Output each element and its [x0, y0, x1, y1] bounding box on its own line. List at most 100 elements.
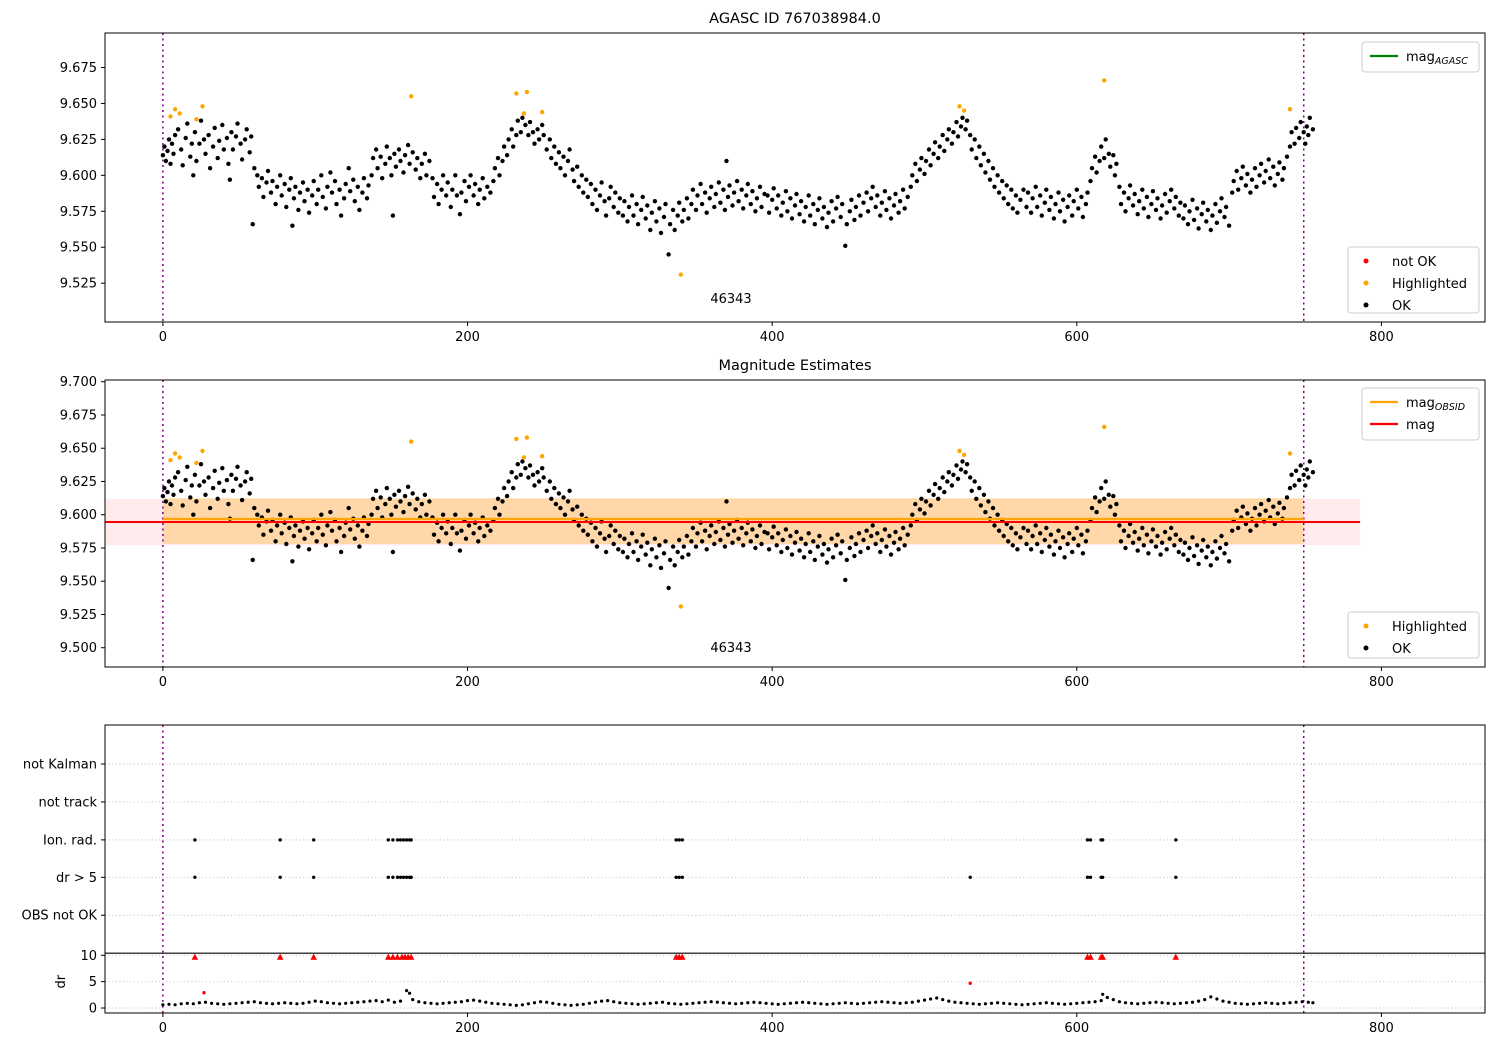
marker — [500, 499, 505, 504]
marker — [1154, 1000, 1158, 1004]
marker — [558, 505, 563, 511]
marker — [1293, 125, 1299, 131]
marker — [1258, 161, 1264, 166]
marker — [931, 492, 936, 497]
marker — [166, 479, 172, 484]
marker — [1038, 531, 1043, 536]
marker — [1240, 164, 1246, 169]
marker — [1006, 539, 1011, 544]
marker — [453, 173, 458, 178]
marker — [691, 1001, 695, 1005]
marker — [168, 161, 173, 166]
marker — [757, 184, 763, 189]
marker — [1263, 168, 1268, 174]
marker — [1009, 187, 1014, 192]
marker — [536, 137, 542, 142]
marker — [284, 204, 289, 210]
marker — [1048, 194, 1054, 200]
marker — [1239, 1002, 1243, 1006]
marker — [323, 543, 329, 548]
marker — [631, 213, 636, 218]
marker — [942, 489, 947, 495]
marker — [319, 512, 324, 517]
marker — [843, 1001, 847, 1005]
marker — [709, 184, 714, 189]
marker — [553, 161, 559, 166]
marker — [402, 153, 408, 158]
marker — [702, 190, 708, 195]
marker — [1304, 467, 1310, 472]
marker — [658, 565, 664, 571]
marker — [835, 194, 840, 200]
marker — [597, 193, 603, 198]
marker — [722, 544, 728, 549]
marker — [880, 1000, 884, 1004]
marker — [1230, 528, 1235, 533]
marker — [908, 523, 913, 528]
marker — [229, 130, 234, 135]
marker — [235, 121, 240, 126]
marker — [1062, 219, 1067, 224]
marker — [319, 1000, 323, 1004]
marker — [1282, 1001, 1286, 1005]
marker — [794, 1001, 799, 1005]
marker — [410, 491, 415, 496]
marker — [963, 470, 968, 475]
marker — [923, 499, 929, 504]
marker — [882, 527, 888, 532]
marker — [206, 475, 211, 480]
marker — [776, 1002, 780, 1006]
marker — [815, 544, 820, 549]
marker — [383, 161, 388, 166]
marker — [472, 998, 476, 1002]
marker — [387, 155, 392, 161]
marker — [616, 547, 621, 552]
marker — [1024, 204, 1029, 210]
marker — [570, 167, 575, 172]
marker — [551, 1001, 555, 1005]
marker — [261, 194, 266, 200]
marker — [453, 1000, 457, 1004]
marker — [825, 1002, 829, 1006]
marker — [1223, 204, 1229, 210]
marker — [704, 547, 709, 552]
marker — [695, 193, 700, 198]
marker — [401, 875, 406, 879]
marker — [391, 875, 395, 879]
marker — [680, 219, 685, 224]
marker — [197, 141, 202, 146]
marker — [480, 176, 485, 181]
marker — [1184, 1001, 1189, 1005]
marker — [172, 107, 178, 112]
marker — [1150, 527, 1156, 532]
marker — [1039, 549, 1045, 555]
marker — [207, 505, 213, 511]
marker — [625, 219, 630, 224]
marker — [1015, 210, 1020, 215]
marker — [1266, 157, 1271, 162]
marker — [678, 604, 683, 609]
marker — [972, 479, 977, 484]
marker — [313, 999, 317, 1003]
marker — [1105, 995, 1109, 1000]
marker — [287, 187, 292, 192]
marker — [721, 1001, 726, 1005]
middle-panel-spines — [104, 379, 1486, 668]
marker — [840, 539, 845, 544]
marker — [803, 204, 808, 210]
marker — [865, 545, 871, 551]
marker — [869, 196, 874, 201]
marker — [963, 127, 968, 132]
marker — [1044, 1001, 1048, 1005]
marker — [514, 91, 519, 96]
marker — [707, 533, 712, 539]
marker — [806, 531, 811, 536]
marker — [833, 206, 839, 211]
marker — [739, 525, 744, 531]
marker — [405, 142, 411, 148]
marker — [576, 184, 581, 189]
marker — [1187, 209, 1192, 214]
marker — [741, 206, 746, 211]
marker — [197, 483, 202, 488]
